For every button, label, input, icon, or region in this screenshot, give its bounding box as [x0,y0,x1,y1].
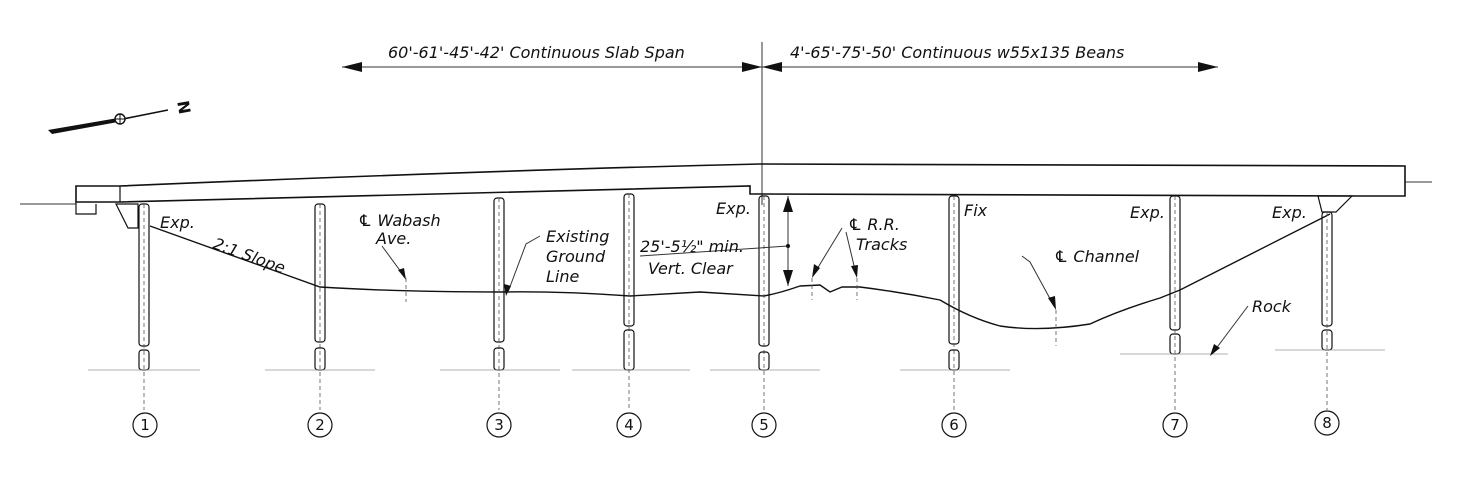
pier-8-column [1275,211,1385,410]
pier-number-3: 3 [494,416,504,434]
rr-tracks-label-line1: ℄ R.R. [848,215,900,234]
pier-number-2: 2 [315,416,325,434]
pier-7-column [1120,195,1228,410]
span-dimension-lines [342,42,1218,205]
pier-2-column [265,203,375,410]
channel-label: ℄ Channel [1054,247,1140,266]
pier-6-column [900,195,1010,410]
north-arrow-icon: N [48,99,195,134]
leader-lines [381,196,1249,356]
exp-note-pier-5: Exp. [716,199,751,218]
fix-note-pier-6: Fix [964,201,988,220]
clearance-label-line1: 25'-5½" min. [640,237,744,256]
wabash-label-line2: Ave. [375,229,411,248]
pier-number-7: 7 [1170,416,1180,434]
pier-number-5: 5 [759,416,769,434]
north-letter: N [174,99,195,115]
piers [88,193,1385,410]
exp-note-pier-1: Exp. [160,213,195,232]
rock-label: Rock [1252,297,1292,316]
bridge-deck [20,163,1432,229]
pier-number-8: 8 [1322,414,1332,432]
wabash-label-line1: ℄ Wabash [358,211,441,230]
right-span-label: 4'-65'-75'-50' Continuous w55x135 Beans [790,43,1124,62]
slope-note: 2:1 Slope [211,234,288,278]
rr-tracks-label-line2: Tracks [856,235,907,254]
pier-1-column [88,203,200,410]
exp-note-pier-7: Exp. [1130,203,1165,222]
left-span-label: 60'-61'-45'-42' Continuous Slab Span [388,43,685,62]
pier-number-6: 6 [949,416,959,434]
ground-label-line1: Existing [546,227,609,246]
ground-profile [149,213,1331,330]
pier-number-4: 4 [624,416,634,434]
annotations: Exp. 2:1 Slope ℄ Wabash Ave. Existing Gr… [160,199,1307,316]
pier-5-column [710,195,820,410]
ground-label-line3: Line [546,267,580,286]
pier-4-column [572,193,690,410]
clearance-label-line2: Vert. Clear [648,259,734,278]
exp-note-pier-8: Exp. [1272,203,1307,222]
pier-3-column [440,197,560,410]
ground-label-line2: Ground [546,247,606,266]
pier-number-bubbles: 1 2 3 4 5 6 7 8 [132,410,1340,438]
pier-number-1: 1 [140,416,150,434]
